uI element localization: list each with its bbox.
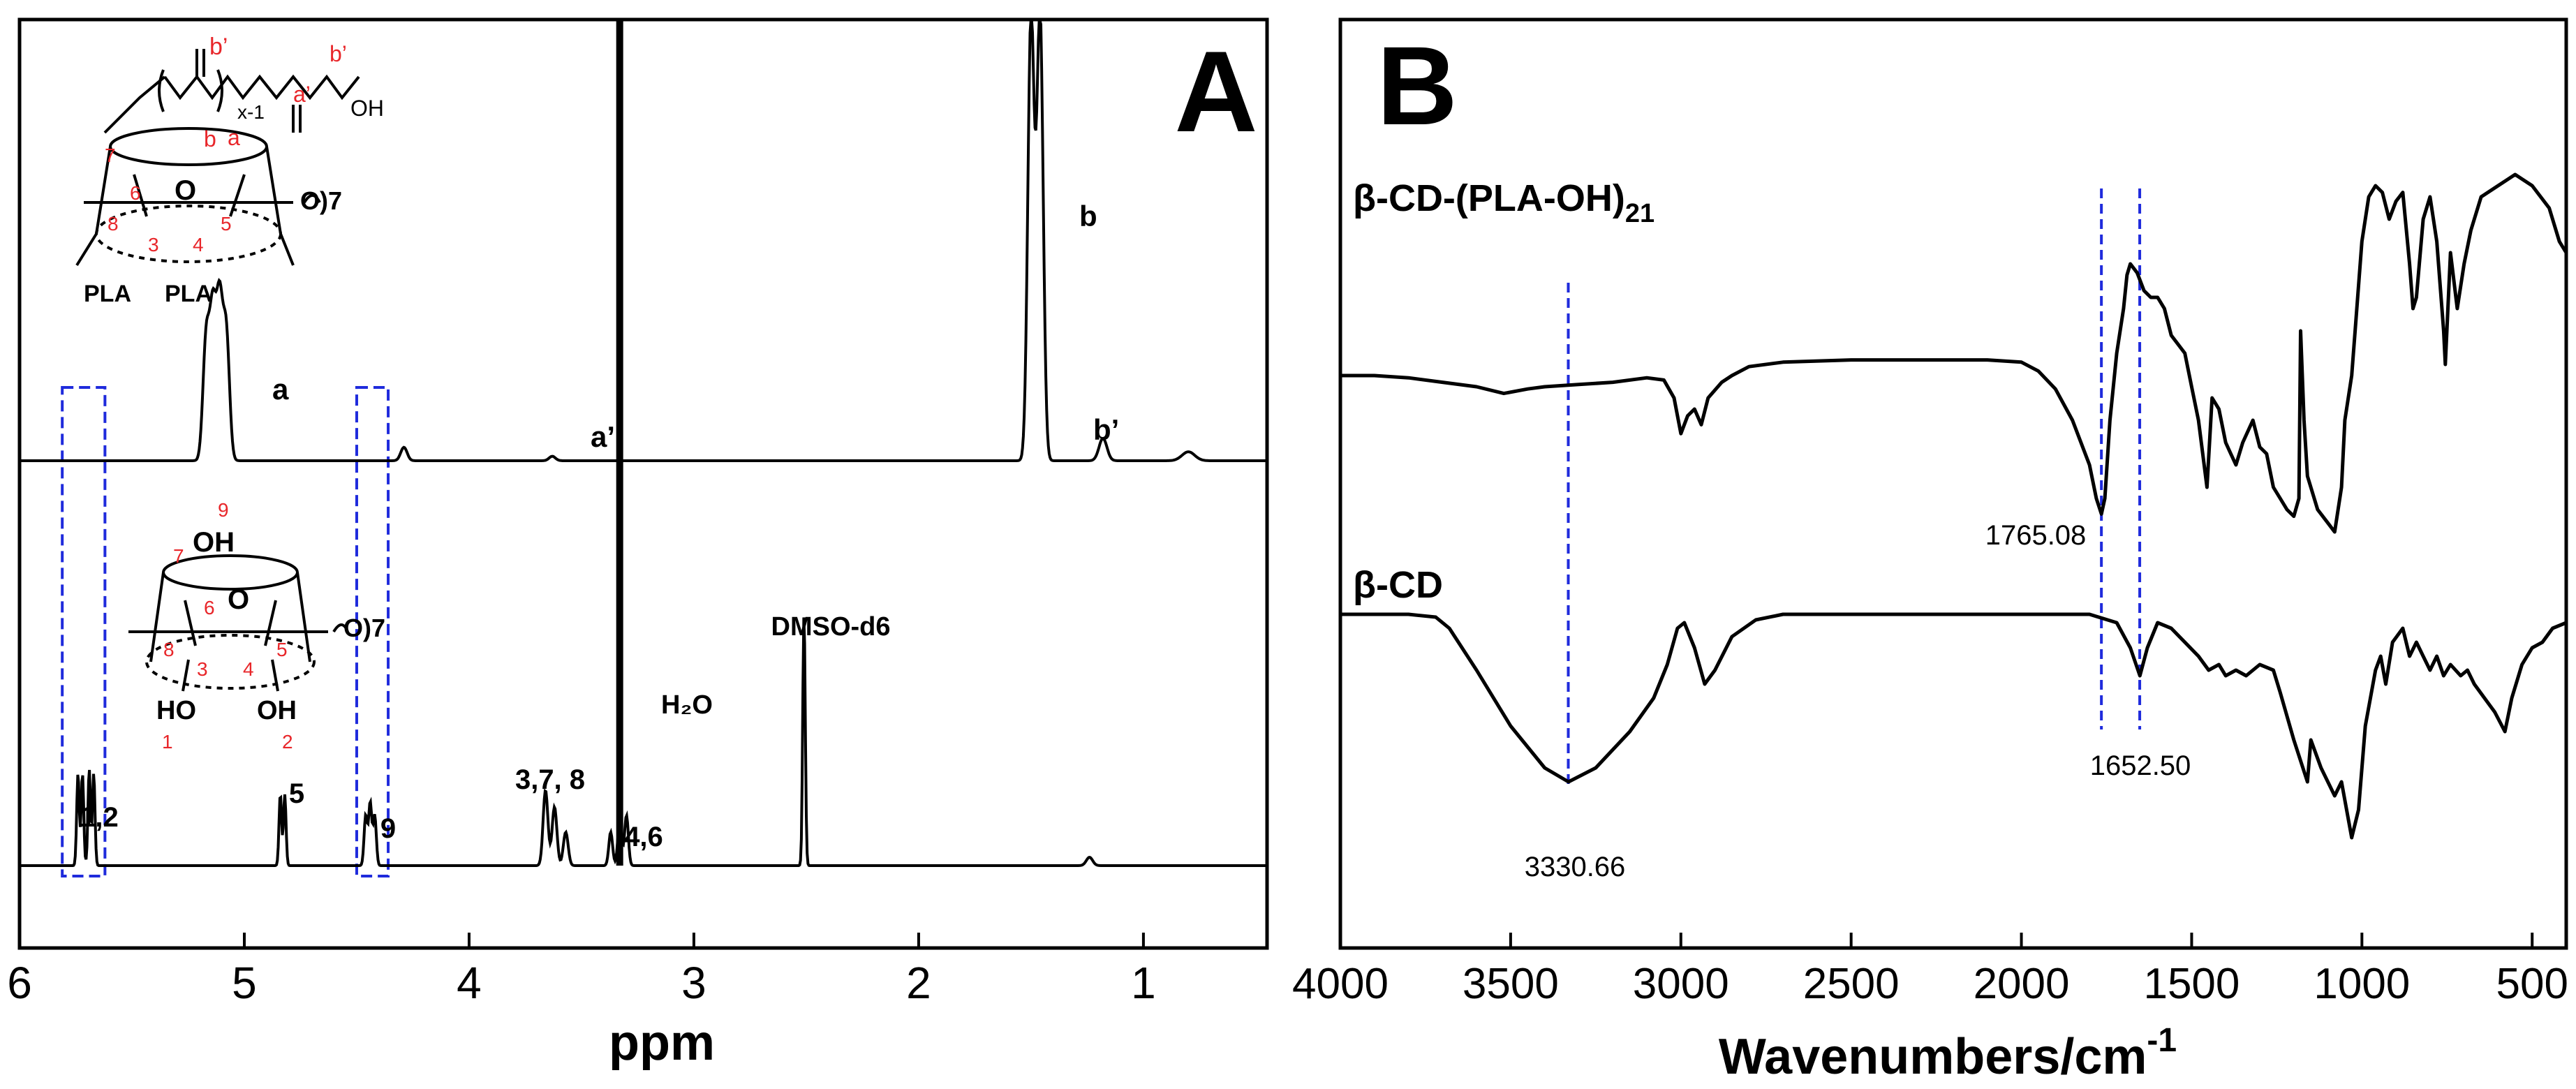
beta-cd-structure [128, 554, 349, 692]
struct1-label-ring-o: O [175, 175, 196, 206]
peak-label-dmso-d6: DMSO-d6 [771, 612, 891, 642]
panel-a-label: A [1174, 27, 1257, 156]
peak-label-1-2: 1,2 [80, 802, 119, 833]
struct2-label-3: 3 [197, 658, 208, 680]
panel-b-x-axis: 4000 3500 3000 2500 2000 1500 1000 500 [1292, 933, 2568, 1008]
struct1-label-8: 8 [108, 213, 119, 235]
struct1-label-7: 7 [105, 145, 116, 166]
struct1-label-b: b [204, 126, 216, 151]
annotation-1652: 1652.50 [2090, 750, 2191, 781]
pla-cd-structure [75, 49, 360, 267]
struct2-label-8: 8 [163, 639, 175, 660]
peak-label-a-prime: a’ [591, 420, 615, 453]
series-label-beta-cd: β-CD [1353, 564, 1443, 606]
panel-b-tick-label-2000: 2000 [1974, 960, 2070, 1008]
panel-b-tick-label-2500: 2500 [1803, 960, 1900, 1008]
struct1-label-b-prime: b’ [330, 41, 347, 66]
panel-b-tick-label-3500: 3500 [1463, 960, 1559, 1008]
peak-label-h2o: H₂O [661, 690, 713, 720]
nmr-trace-pla-cd [20, 20, 1267, 462]
struct2-label-1: 1 [162, 731, 173, 753]
ftir-trace-pla-cd [1340, 172, 2568, 534]
struct1-label-a-prime: a’ [293, 82, 311, 107]
annotation-1765: 1765.08 [1985, 520, 2087, 551]
struct2-label-ho: HO [156, 696, 196, 725]
panel-b-tick-label-1500: 1500 [2143, 960, 2240, 1008]
struct2-label-ring-o: O [228, 584, 249, 615]
panel-a-plot [20, 20, 1267, 877]
struct2-label-5: 5 [276, 639, 288, 660]
panel-b-plot [1340, 172, 2568, 840]
ftir-trace-beta-cd [1340, 612, 2567, 840]
highlight-box-2 [355, 386, 390, 877]
peak-label-9: 9 [380, 813, 396, 844]
struct1-label-o7: O)7 [300, 186, 342, 215]
struct2-label-oh-bottom: OH [257, 696, 297, 725]
struct1-label-oh: OH [350, 96, 384, 121]
struct2-label-2: 2 [282, 731, 293, 753]
panel-b-tick-label-1000: 1000 [2314, 960, 2410, 1008]
struct1-label-b-prime-head: b’ [209, 34, 228, 60]
panel-a-x-axis-title: ppm [609, 1015, 715, 1071]
panel-b-frame [1338, 17, 2568, 950]
panel-a-tick-label-1: 1 [1131, 958, 1156, 1008]
panel-b-tick-label-500: 500 [2496, 960, 2568, 1008]
struct2-label-6: 6 [204, 597, 215, 618]
struct1-label-pla-right: PLA [165, 281, 212, 307]
panel-b-x-axis-title: Wavenumbers/cm-1 [1719, 1022, 2177, 1085]
struct2-label-4: 4 [243, 658, 254, 680]
panel-a-tick-label-3: 3 [681, 958, 706, 1008]
peak-label-a: a [272, 373, 289, 406]
peak-label-3-7-8: 3,7, 8 [515, 764, 585, 795]
peak-label-5: 5 [289, 778, 304, 809]
struct1-label-6: 6 [130, 182, 141, 204]
panel-b-label: B [1377, 23, 1458, 148]
panel-a-tick-label-2: 2 [906, 958, 931, 1008]
series-label-pla-cd: β-CD-(PLA-OH)21 [1353, 177, 1655, 228]
panel-a-tick-label-4: 4 [457, 958, 482, 1008]
highlight-box-1 [61, 386, 107, 877]
struct2-label-oh-top: OH [193, 527, 235, 558]
peak-label-4-6: 4,6 [624, 822, 663, 852]
panel-a-tick-label-6: 6 [7, 958, 32, 1008]
panel-a-x-axis: 6 5 4 3 2 1 [7, 933, 1156, 1008]
panel-a-tick-label-5: 5 [232, 958, 257, 1008]
panel-b-tick-label-3000: 3000 [1633, 960, 1729, 1008]
struct2-label-7: 7 [173, 545, 184, 567]
struct1-label-4: 4 [193, 234, 204, 255]
struct1-label-5: 5 [221, 213, 232, 235]
struct2-label-9: 9 [218, 499, 229, 521]
struct2-label-o7: O)7 [343, 614, 385, 642]
struct1-label-a: a [228, 125, 240, 150]
struct1-label-x-1: x-1 [237, 101, 265, 123]
peak-label-b: b [1079, 200, 1097, 232]
panel-a-frame [17, 17, 1269, 950]
struct1-label-3: 3 [148, 234, 159, 255]
peak-label-b-prime: b’ [1093, 413, 1119, 446]
panel-b-tick-label-4000: 4000 [1292, 960, 1389, 1008]
nmr-trace-beta-cd [20, 617, 1267, 867]
annotation-3330: 3330.66 [1525, 852, 1626, 882]
struct1-label-pla-left: PLA [84, 281, 131, 307]
